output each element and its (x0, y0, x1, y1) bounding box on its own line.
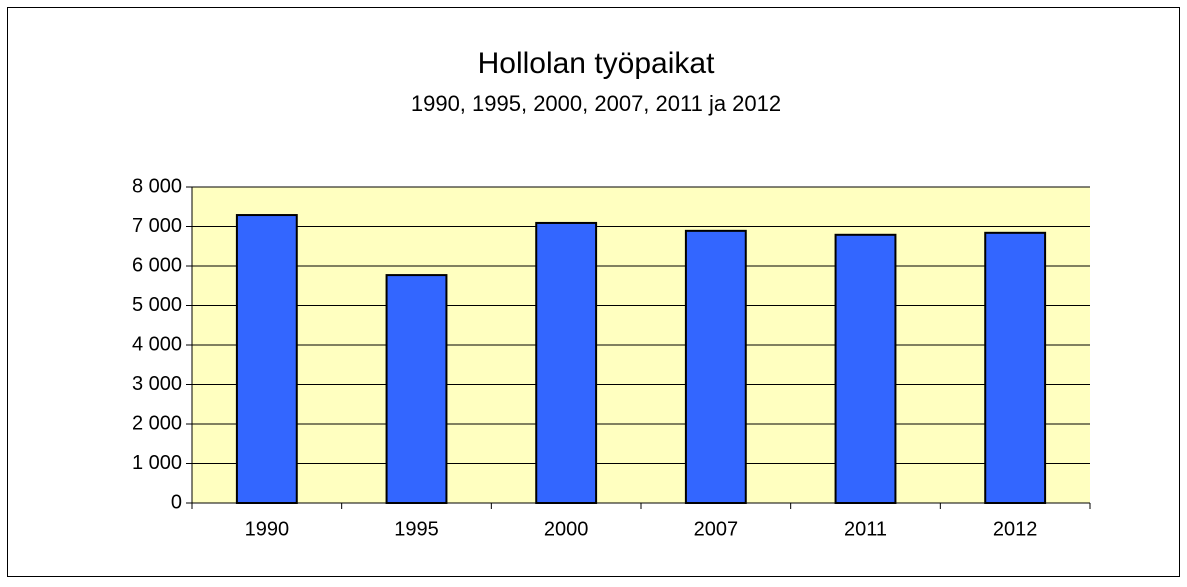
x-tick-label: 2011 (844, 518, 887, 540)
y-tick-label: 5 000 (132, 294, 182, 316)
x-tick-label: 1990 (245, 518, 290, 540)
x-tick-label: 1995 (394, 518, 439, 540)
y-tick-label: 0 (171, 491, 182, 513)
bar (535, 221, 598, 504)
bar (235, 214, 298, 504)
bar (984, 231, 1047, 504)
y-tick-label: 6 000 (132, 254, 182, 276)
x-tick-label: 2012 (993, 518, 1038, 540)
bar (834, 233, 897, 504)
y-tick-label: 4 000 (132, 333, 182, 355)
y-tick-label: 7 000 (132, 215, 182, 237)
bar (684, 229, 747, 504)
x-tick-label: 2000 (544, 518, 589, 540)
y-tick-label: 1 000 (132, 452, 182, 474)
y-tick-label: 8 000 (132, 175, 182, 197)
bar (385, 274, 448, 504)
x-tick-label: 2007 (694, 518, 739, 540)
chart-title: Hollolan työpaikat (478, 47, 715, 80)
y-tick-label: 2 000 (132, 412, 182, 434)
chart-subtitle: 1990, 1995, 2000, 2007, 2011 ja 2012 (411, 91, 781, 116)
y-tick-label: 3 000 (132, 373, 182, 395)
